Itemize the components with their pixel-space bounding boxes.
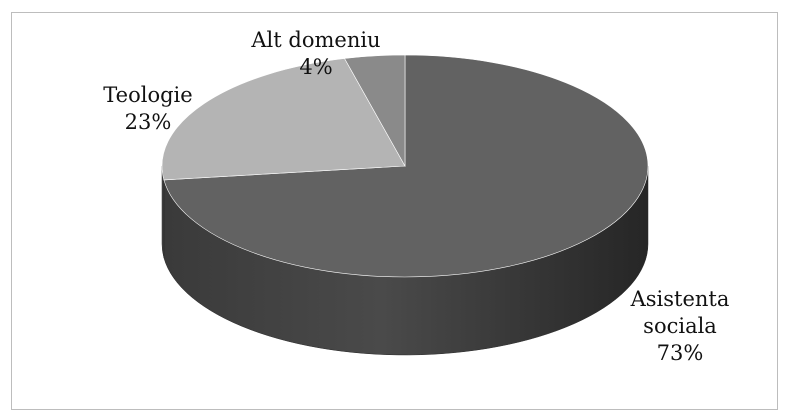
slice	[163, 54, 649, 278]
data-label: Teologie 23%	[98, 82, 198, 136]
value-label: 23%	[124, 110, 172, 134]
value-label: 73%	[656, 341, 704, 365]
data-label: Asistenta sociala 73%	[618, 286, 742, 367]
category-label: Teologie	[103, 83, 193, 107]
category-label: Asistenta sociala	[630, 287, 730, 338]
value-label: 4%	[299, 55, 333, 79]
slice	[161, 58, 406, 181]
slice	[344, 54, 406, 168]
data-label: Alt domeniu 4%	[230, 27, 402, 81]
category-label: Alt domeniu	[251, 28, 381, 52]
